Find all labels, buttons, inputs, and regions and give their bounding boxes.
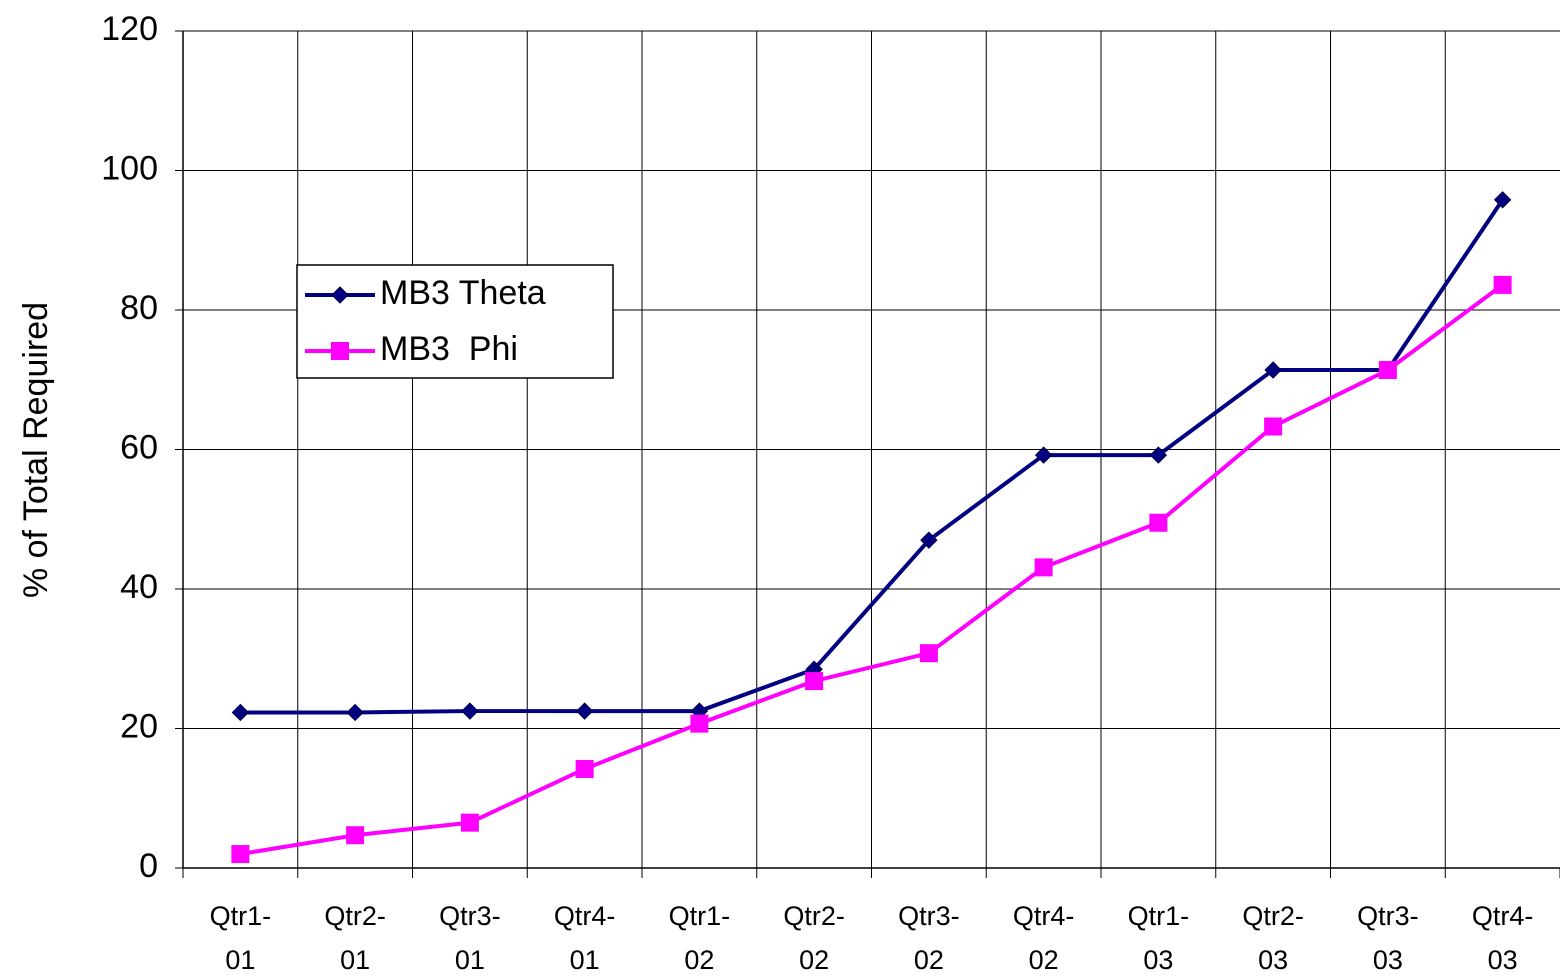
series-line: [240, 198, 1505, 715]
marker: [346, 703, 364, 722]
x-tick-label: Qtr4-02: [1013, 901, 1075, 975]
y-tick-label: 40: [120, 568, 158, 606]
marker: [690, 714, 709, 733]
marker: [1034, 446, 1053, 464]
marker: [575, 702, 594, 720]
marker: [575, 759, 594, 778]
marker: [1493, 191, 1512, 209]
x-tick-label: Qtr2-03: [1242, 901, 1304, 975]
marker: [1264, 361, 1282, 379]
x-tick-label: Qtr3-01: [439, 901, 501, 975]
y-tick-label: 60: [120, 428, 158, 466]
y-tick-label: 20: [120, 707, 158, 745]
marker: [1149, 513, 1168, 532]
y-tick-label: 0: [139, 847, 158, 885]
marker: [331, 286, 349, 304]
x-tick-label: Qtr4-03: [1472, 901, 1534, 975]
y-tick-label: 120: [101, 10, 158, 48]
x-tick-label: Qtr3-03: [1357, 901, 1419, 975]
marker: [1034, 558, 1053, 577]
marker: [231, 703, 250, 722]
marker: [460, 813, 479, 832]
x-tick-label: Qtr1-02: [669, 901, 731, 975]
y-axis-label: % of Total Required: [17, 302, 55, 598]
x-tick-label: Qtr2-01: [324, 901, 386, 975]
x-tick-label: Qtr2-02: [783, 901, 845, 975]
marker: [231, 845, 250, 864]
marker: [1378, 360, 1397, 379]
marker: [920, 531, 938, 549]
x-tick-label: Qtr1-03: [1128, 901, 1190, 975]
marker: [346, 826, 365, 845]
marker: [1264, 417, 1283, 436]
y-tick-label: 80: [120, 289, 158, 327]
marker: [331, 342, 349, 360]
marker: [919, 644, 938, 663]
x-tick-label: Qtr1-01: [210, 901, 272, 975]
marker: [461, 702, 479, 720]
x-tick-label: Qtr4-01: [554, 901, 616, 975]
x-tick-label: Qtr3-02: [898, 901, 960, 975]
y-tick-label: 100: [101, 149, 158, 187]
legend: MB3 Theta MB3 Phi: [296, 264, 614, 379]
marker: [805, 672, 824, 691]
legend-box: [296, 264, 614, 379]
series-line: [240, 283, 1504, 857]
legend-label: MB3 Phi: [380, 330, 518, 368]
marker: [1493, 275, 1512, 294]
marker: [1149, 446, 1168, 464]
legend-label: MB3 Theta: [380, 274, 546, 312]
